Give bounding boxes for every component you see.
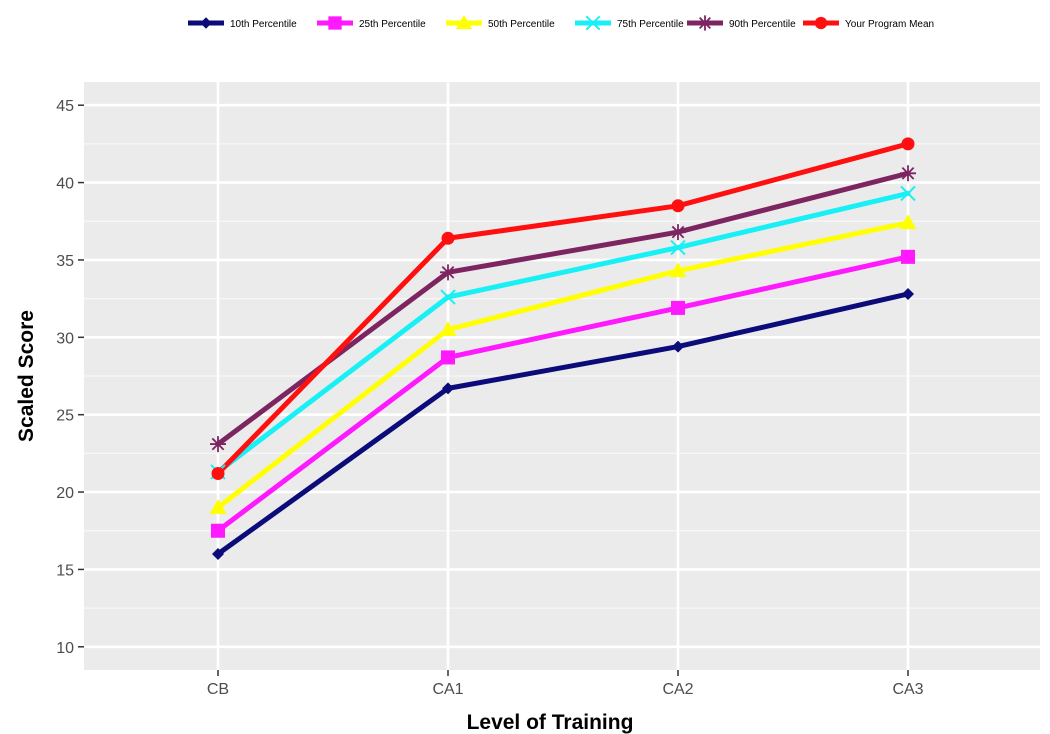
y-tick-label: 20	[56, 485, 74, 502]
legend-key-marker	[585, 15, 601, 31]
series-line-1	[215, 254, 911, 534]
legend-label: 25th Percentile	[359, 19, 426, 30]
data-point-1-1	[441, 350, 455, 365]
series-line-0	[215, 291, 911, 557]
data-point-0-3	[902, 287, 914, 300]
y-axis-title: Scaled Score	[15, 310, 38, 442]
x-tick-label: CA3	[892, 681, 923, 698]
legend-item-5: Your Program Mean	[803, 16, 934, 30]
legend-key-marker	[455, 14, 473, 30]
data-point-5-3	[901, 137, 915, 151]
legend-item-0: 10th Percentile	[188, 17, 297, 30]
major-gridlines	[84, 82, 1040, 670]
data-point-3-2	[670, 239, 686, 256]
x-axis-title: Level of Training	[467, 711, 634, 734]
series-lines	[215, 141, 911, 557]
data-point-4-1	[440, 264, 456, 281]
data-point-2-2	[669, 262, 687, 278]
series-line-2	[215, 220, 911, 511]
data-point-4-3	[900, 165, 916, 182]
legend-label: Your Program Mean	[845, 19, 934, 30]
data-point-3-1	[440, 289, 456, 305]
x-tick-label: CA1	[432, 681, 463, 698]
legend-item-3: 75th Percentile	[575, 15, 684, 31]
legend-label: 50th Percentile	[488, 19, 555, 30]
legend: 10th Percentile 25th Percentile 50th Perce…	[188, 14, 934, 31]
y-tick-label: 45	[56, 98, 74, 115]
y-tick-label: 30	[56, 330, 74, 347]
data-point-0-0	[212, 547, 224, 560]
data-point-1-2	[671, 300, 685, 315]
y-tick-label: 25	[56, 408, 74, 425]
legend-item-1: 25th Percentile	[317, 16, 426, 30]
legend-label: 75th Percentile	[617, 19, 684, 30]
data-point-5-0	[211, 466, 225, 480]
x-tick-label: CA2	[662, 681, 693, 698]
data-point-0-2	[672, 340, 684, 353]
legend-label: 10th Percentile	[230, 19, 297, 30]
legend-label: 90th Percentile	[729, 19, 796, 30]
data-point-5-2	[671, 199, 685, 213]
series-line-3	[215, 190, 911, 475]
data-point-4-0	[210, 436, 226, 453]
data-point-2-0	[209, 499, 227, 514]
x-tick-label: CB	[207, 681, 229, 698]
data-point-3-3	[900, 185, 916, 202]
legend-key-marker	[328, 16, 342, 30]
y-tick-label: 10	[56, 640, 74, 657]
data-point-0-1	[442, 382, 454, 395]
y-axis-ticks: 10 15 20 25 30 35 40 45	[56, 98, 84, 657]
data-point-2-3	[899, 214, 917, 230]
legend-key-marker	[814, 16, 828, 30]
data-point-4-2	[670, 224, 686, 241]
series-markers	[209, 137, 917, 560]
y-tick-label: 15	[56, 562, 74, 579]
legend-item-2: 50th Percentile	[446, 14, 555, 30]
data-point-1-0	[211, 523, 225, 538]
legend-key-marker	[200, 17, 212, 29]
y-tick-label: 40	[56, 176, 74, 193]
minor-gridlines	[84, 143, 1040, 609]
data-point-5-1	[441, 231, 455, 245]
x-axis-ticks: CB CA1 CA2 CA3	[207, 670, 924, 698]
legend-item-4: 90th Percentile	[687, 15, 796, 31]
data-point-1-3	[901, 249, 915, 264]
legend-key-marker	[697, 15, 713, 31]
series-line-5	[215, 141, 911, 476]
data-point-2-1	[439, 321, 457, 336]
y-tick-label: 35	[56, 253, 74, 270]
